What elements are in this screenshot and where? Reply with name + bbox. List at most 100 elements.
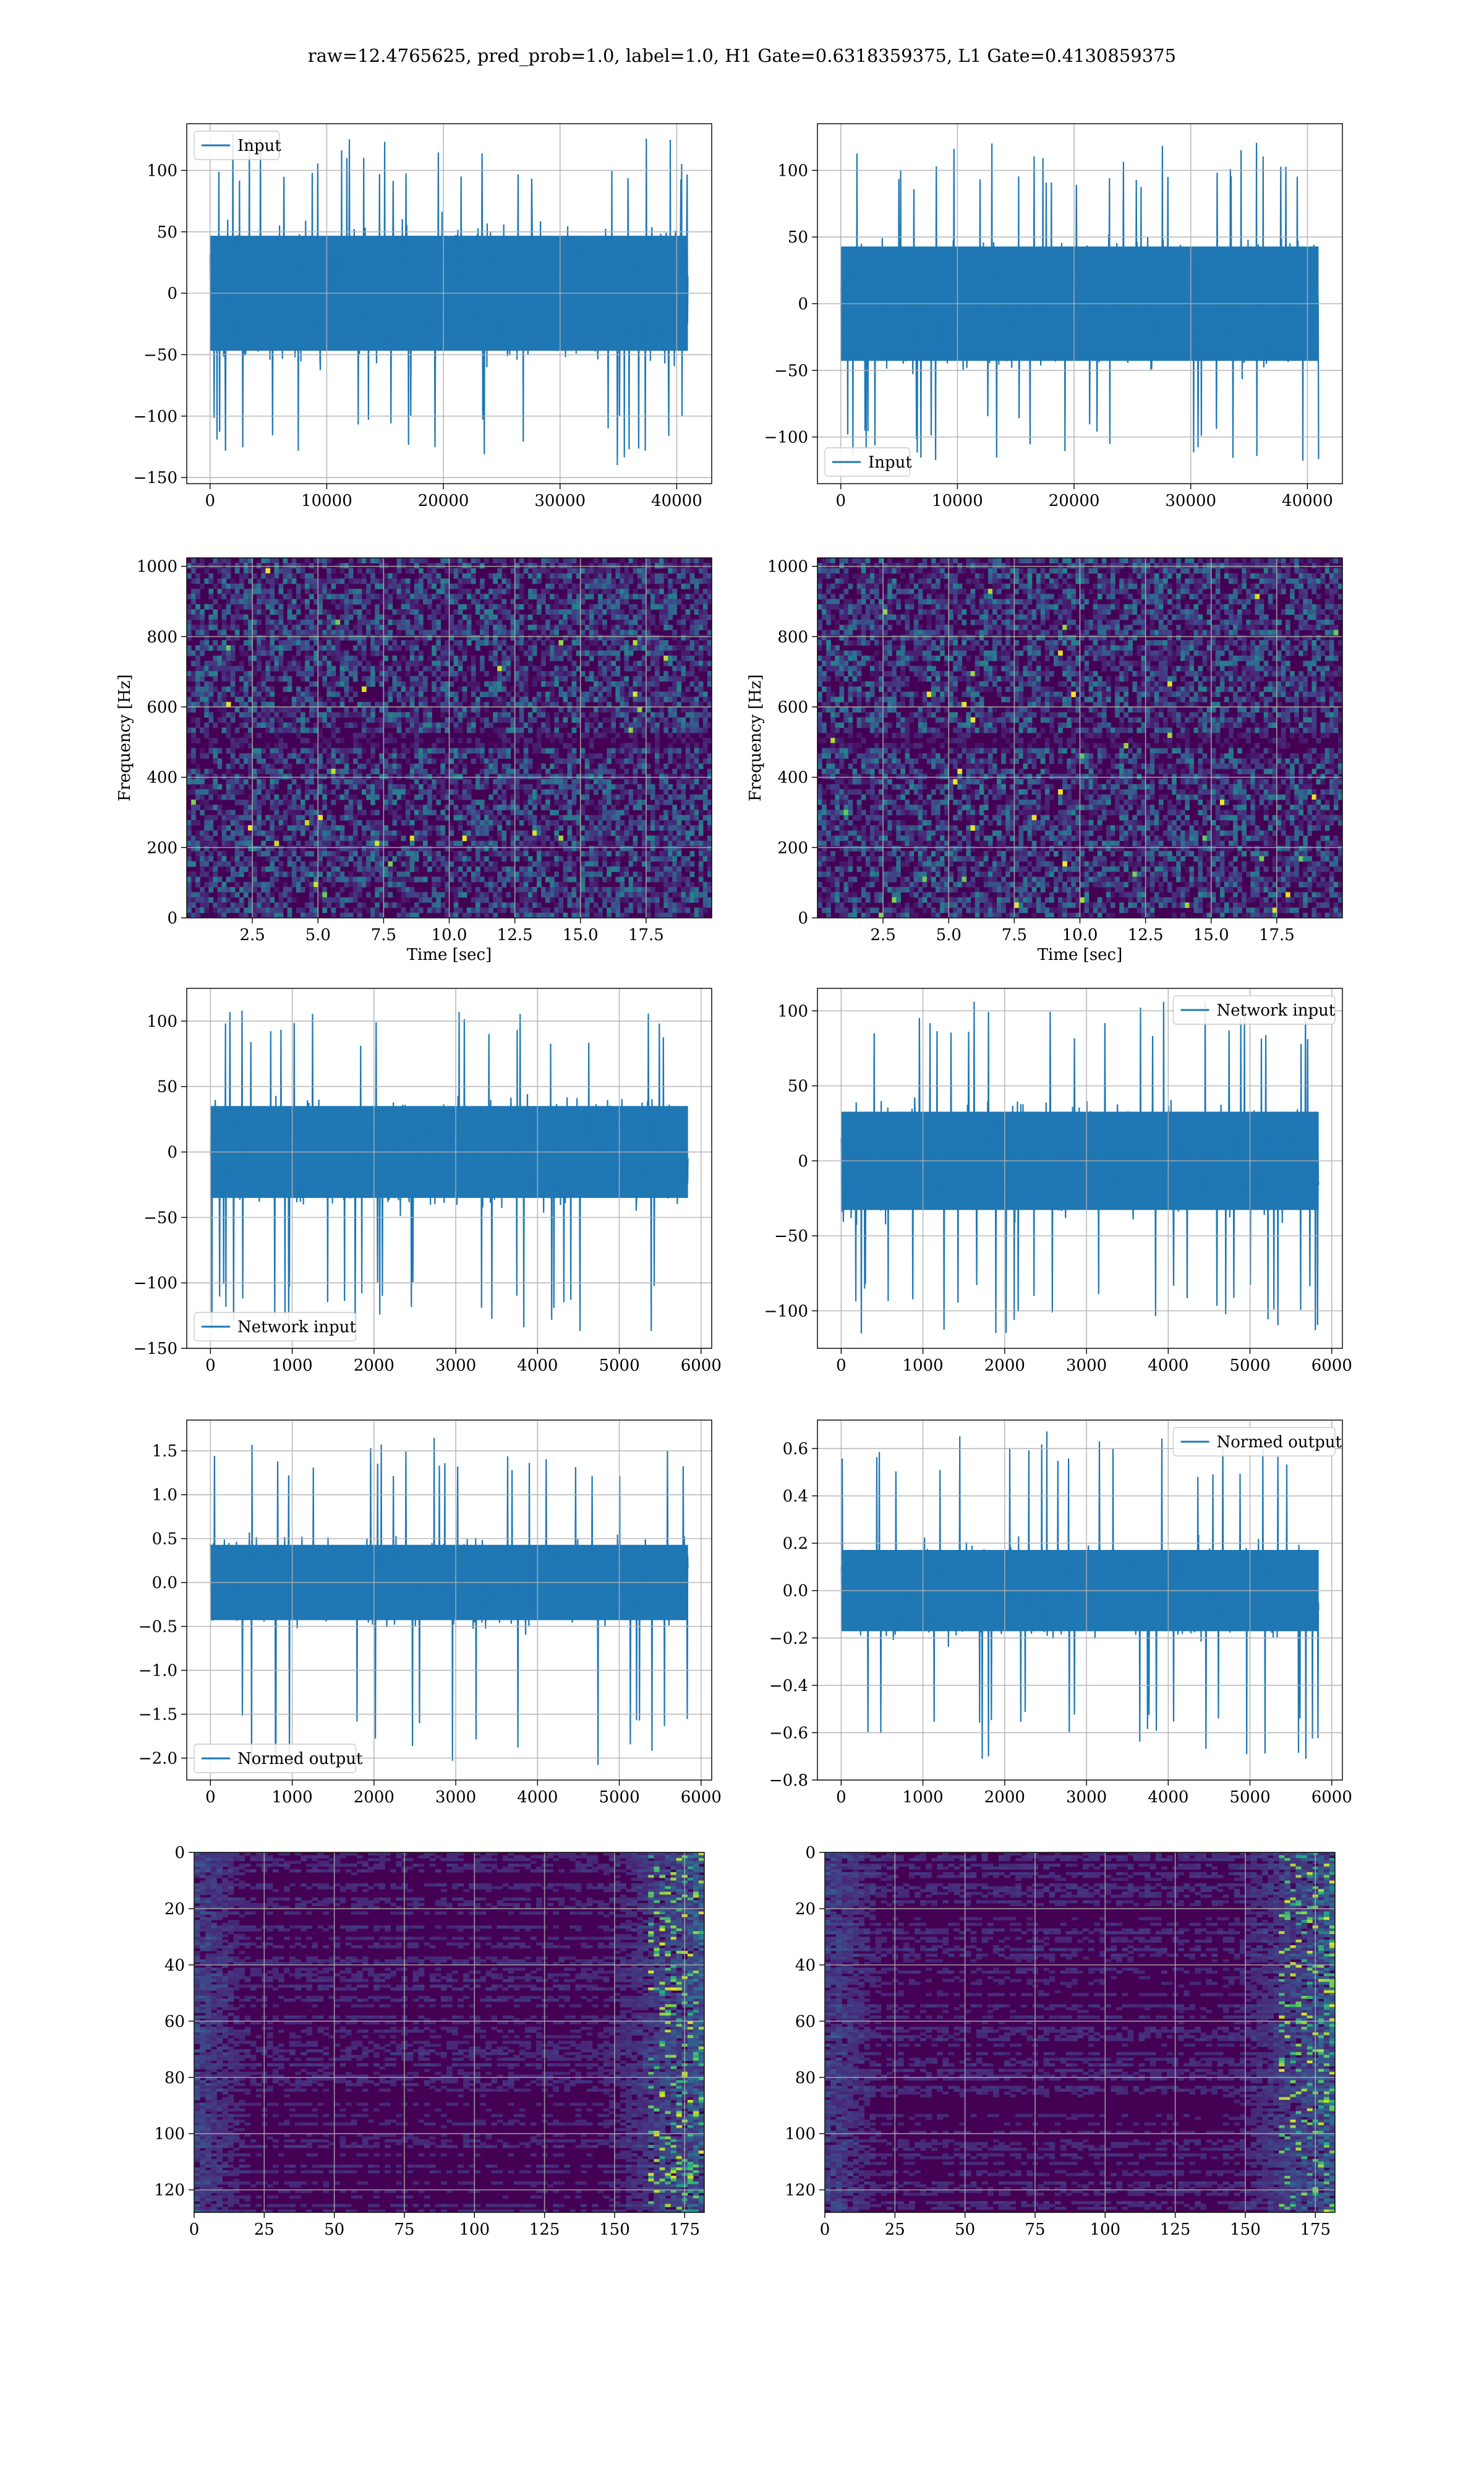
x-tick-label: 5000 <box>1229 1788 1270 1807</box>
y-tick-label: −0.2 <box>769 1629 808 1648</box>
y-tick-label: 1.0 <box>152 1486 177 1505</box>
x-tick-label: 10.0 <box>1062 926 1098 944</box>
y-tick-label: 0 <box>798 1152 808 1171</box>
x-tick-label: 10000 <box>932 492 983 510</box>
y-tick-label: 0.2 <box>783 1534 808 1553</box>
legend: Normed output <box>1172 1427 1342 1457</box>
x-tick-label: 150 <box>599 2220 630 2239</box>
y-tick-label: −150 <box>134 469 177 487</box>
series-line <box>210 1011 689 1332</box>
panel-row4-right: 0 1000 2000 3000 4000 5000 6000 −0.8 −0.6 −0.4 −0.… <box>769 1419 1352 1807</box>
x-tick-label: 4000 <box>517 1356 558 1375</box>
x-tick-label: 0 <box>836 1788 846 1807</box>
panel-row5-left: 0 25 50 75 100 125 150 175 0 20 40 60 80 100 120 <box>154 1844 705 2239</box>
x-tick-label: 3000 <box>1066 1788 1107 1807</box>
x-tick-label: 0 <box>205 1356 216 1375</box>
y-tick-label: 40 <box>164 1956 185 1975</box>
x-tick-label: 175 <box>1300 2220 1331 2239</box>
panel-row5-right: 0 25 50 75 100 125 150 175 0 20 40 60 80 100 120 <box>785 1844 1336 2239</box>
y-tick-label: −100 <box>134 1274 177 1293</box>
y-tick-label: 100 <box>154 2125 185 2144</box>
panel-row3-right: 0 1000 2000 3000 4000 5000 6000 −100 −50 0 50 100 Ne… <box>764 988 1352 1375</box>
x-tick-label: 7.5 <box>371 926 396 944</box>
x-tick-label: 12.5 <box>1128 926 1164 944</box>
series-line <box>840 1431 1320 1759</box>
x-tick-label: 5.0 <box>305 926 331 944</box>
plot-area <box>840 1431 1320 1759</box>
plot-area <box>194 1852 704 2212</box>
legend-label: Network input <box>237 1318 356 1337</box>
grid-lines <box>817 988 1342 1348</box>
y-tick-label: 400 <box>777 769 808 787</box>
x-axis-label: Time [sec] <box>407 946 492 964</box>
x-tick-label: 0 <box>205 492 215 510</box>
panels: 0 10000 20000 30000 40000−150−100−50050100In… <box>116 123 1352 2239</box>
x-tick-label: 1000 <box>272 1788 313 1807</box>
x-tick-label: 20000 <box>418 492 469 510</box>
y-tick-label: −0.4 <box>769 1677 808 1695</box>
x-tick-label: 50 <box>324 2220 344 2239</box>
x-tick-label: 20000 <box>1049 492 1100 510</box>
y-tick-label: 200 <box>147 839 177 857</box>
x-tick-label: 17.5 <box>628 926 664 944</box>
y-tick-label: 1000 <box>137 558 177 576</box>
x-tick-label: 5.0 <box>936 926 962 944</box>
legend: Normed output <box>194 1744 363 1773</box>
y-tick-label: 0 <box>167 1144 177 1162</box>
x-tick-label: 1000 <box>272 1356 313 1375</box>
x-tick-label: 175 <box>669 2220 700 2239</box>
y-tick-label: 60 <box>795 2013 816 2031</box>
y-tick-label: 20 <box>164 1900 185 1919</box>
y-tick-label: 60 <box>164 2013 185 2031</box>
y-tick-label: −0.8 <box>769 1771 808 1790</box>
x-tick-label: 6000 <box>1311 1788 1352 1807</box>
x-axis-label: Time [sec] <box>1038 946 1123 964</box>
axes-frame <box>186 123 712 484</box>
y-tick-label: −0.5 <box>139 1618 177 1637</box>
y-tick-label: −100 <box>134 408 177 426</box>
legend: Input <box>194 131 281 160</box>
legend-label: Input <box>868 453 912 472</box>
y-axis-label: Frequency [Hz] <box>746 674 765 802</box>
legend-label: Input <box>237 137 281 155</box>
x-tick-label: 6000 <box>681 1356 722 1375</box>
y-tick-label: 0.0 <box>783 1582 808 1601</box>
x-tick-label: 12.5 <box>497 926 533 944</box>
y-tick-label: 80 <box>164 2069 185 2087</box>
x-tick-label: 2000 <box>984 1788 1025 1807</box>
x-tick-label: 0 <box>820 2220 830 2239</box>
y-axis-label: Frequency [Hz] <box>116 674 134 802</box>
y-tick-label: 1000 <box>767 558 808 576</box>
panel-row1-left: 0 10000 20000 30000 40000 −150 −100 −50 0 50 100 In… <box>134 123 712 510</box>
y-tick-label: 80 <box>795 2069 816 2087</box>
x-tick-label: 15.0 <box>1193 926 1229 944</box>
y-tick-label: 100 <box>785 2125 816 2144</box>
x-tick-label: 0 <box>836 1356 846 1375</box>
x-tick-label: 2.5 <box>239 926 265 944</box>
heatmap-cells <box>825 1852 1335 2212</box>
y-tick-label: −50 <box>774 1227 808 1246</box>
x-tick-label: 30000 <box>1165 492 1216 510</box>
grid-lines <box>817 124 1342 484</box>
plot-area <box>840 142 1320 461</box>
y-tick-label: 20 <box>795 1900 816 1919</box>
y-tick-label: −100 <box>764 429 808 447</box>
x-tick-label: 4000 <box>517 1788 558 1807</box>
legend-label: Normed output <box>237 1750 363 1768</box>
x-tick-label: 15.0 <box>563 926 599 944</box>
y-tick-label: 50 <box>788 228 808 247</box>
plot-area <box>209 134 689 466</box>
y-tick-label: −2.0 <box>139 1750 177 1768</box>
x-tick-label: 2000 <box>354 1788 394 1807</box>
grid-lines <box>187 558 712 918</box>
y-tick-label: −150 <box>134 1340 177 1358</box>
y-tick-label: 400 <box>147 769 177 787</box>
y-tick-label: 800 <box>777 628 808 646</box>
x-tick-label: 3000 <box>435 1356 476 1375</box>
series-line <box>840 142 1320 461</box>
y-tick-label: 600 <box>147 698 177 717</box>
y-tick-label: 600 <box>777 698 808 717</box>
x-tick-label: 3000 <box>1066 1356 1107 1375</box>
series-line <box>840 1001 1320 1333</box>
axes-frame <box>194 1852 705 2213</box>
